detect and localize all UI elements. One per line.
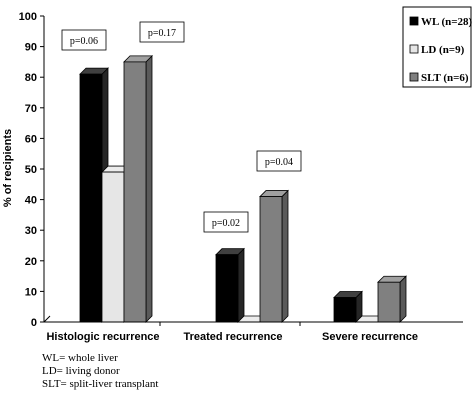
- y-tick-label: 30: [25, 225, 37, 237]
- bar: [123, 54, 153, 323]
- x-category-label: Histologic recurrence: [46, 331, 159, 343]
- legend-swatch: [409, 72, 419, 82]
- legend-label: WL (n=28): [421, 16, 473, 28]
- y-tick-label: 100: [19, 11, 37, 23]
- y-tick-label: 80: [25, 72, 37, 84]
- bar: [333, 290, 363, 323]
- legend-label: LD (n=9): [421, 44, 465, 56]
- bar: [215, 247, 245, 323]
- annotations-layer: p=0.06 p=0.17 p=0.02 p=0.04: [61, 21, 302, 233]
- p-value-text: p=0.04: [265, 157, 293, 168]
- footnote-wl: WL= whole liver: [42, 352, 118, 364]
- p-value-annotation: p=0.17: [139, 21, 185, 43]
- p-value-text: p=0.06: [70, 36, 98, 47]
- y-tick-label: 10: [25, 286, 37, 298]
- y-tick-label: 50: [25, 164, 37, 176]
- legend-item: SLT (n=6): [409, 72, 469, 84]
- p-value-annotation: p=0.02: [203, 211, 249, 233]
- legend-item: WL (n=28): [409, 16, 473, 28]
- y-tick-label: 90: [25, 42, 37, 54]
- y-tick-label: 0: [31, 317, 37, 329]
- legend-swatch: [409, 44, 419, 54]
- y-tick-label: 70: [25, 103, 37, 115]
- axes-layer: 0 10 20 30 40 50 60 70 80 90 100 Histologic recurre…: [19, 11, 463, 343]
- floor-depth-line: [43, 315, 51, 323]
- bar: [259, 189, 289, 323]
- y-tick-label: 60: [25, 133, 37, 145]
- legend-label: SLT (n=6): [421, 72, 469, 84]
- y-tick-label: 40: [25, 195, 37, 207]
- p-value-annotation: p=0.06: [61, 29, 107, 51]
- x-category-label: Treated recurrence: [183, 331, 282, 343]
- legend-swatch: [409, 16, 419, 26]
- footnote-slt: SLT= split-liver transplant: [42, 378, 159, 390]
- p-value-annotation: p=0.04: [256, 150, 302, 172]
- p-value-text: p=0.02: [212, 218, 240, 229]
- y-tick-label: 20: [25, 256, 37, 268]
- legend-item: LD (n=9): [409, 44, 465, 56]
- legend: WL (n=28) LD (n=9) SLT (n=6): [402, 6, 473, 88]
- bars-layer: [79, 54, 407, 323]
- p-value-text: p=0.17: [148, 28, 176, 39]
- bar: [377, 275, 407, 323]
- x-category-label: Severe recurrence: [322, 331, 418, 343]
- y-axis-label: % of recipients: [2, 129, 14, 207]
- footnote-ld: LD= living donor: [42, 365, 120, 377]
